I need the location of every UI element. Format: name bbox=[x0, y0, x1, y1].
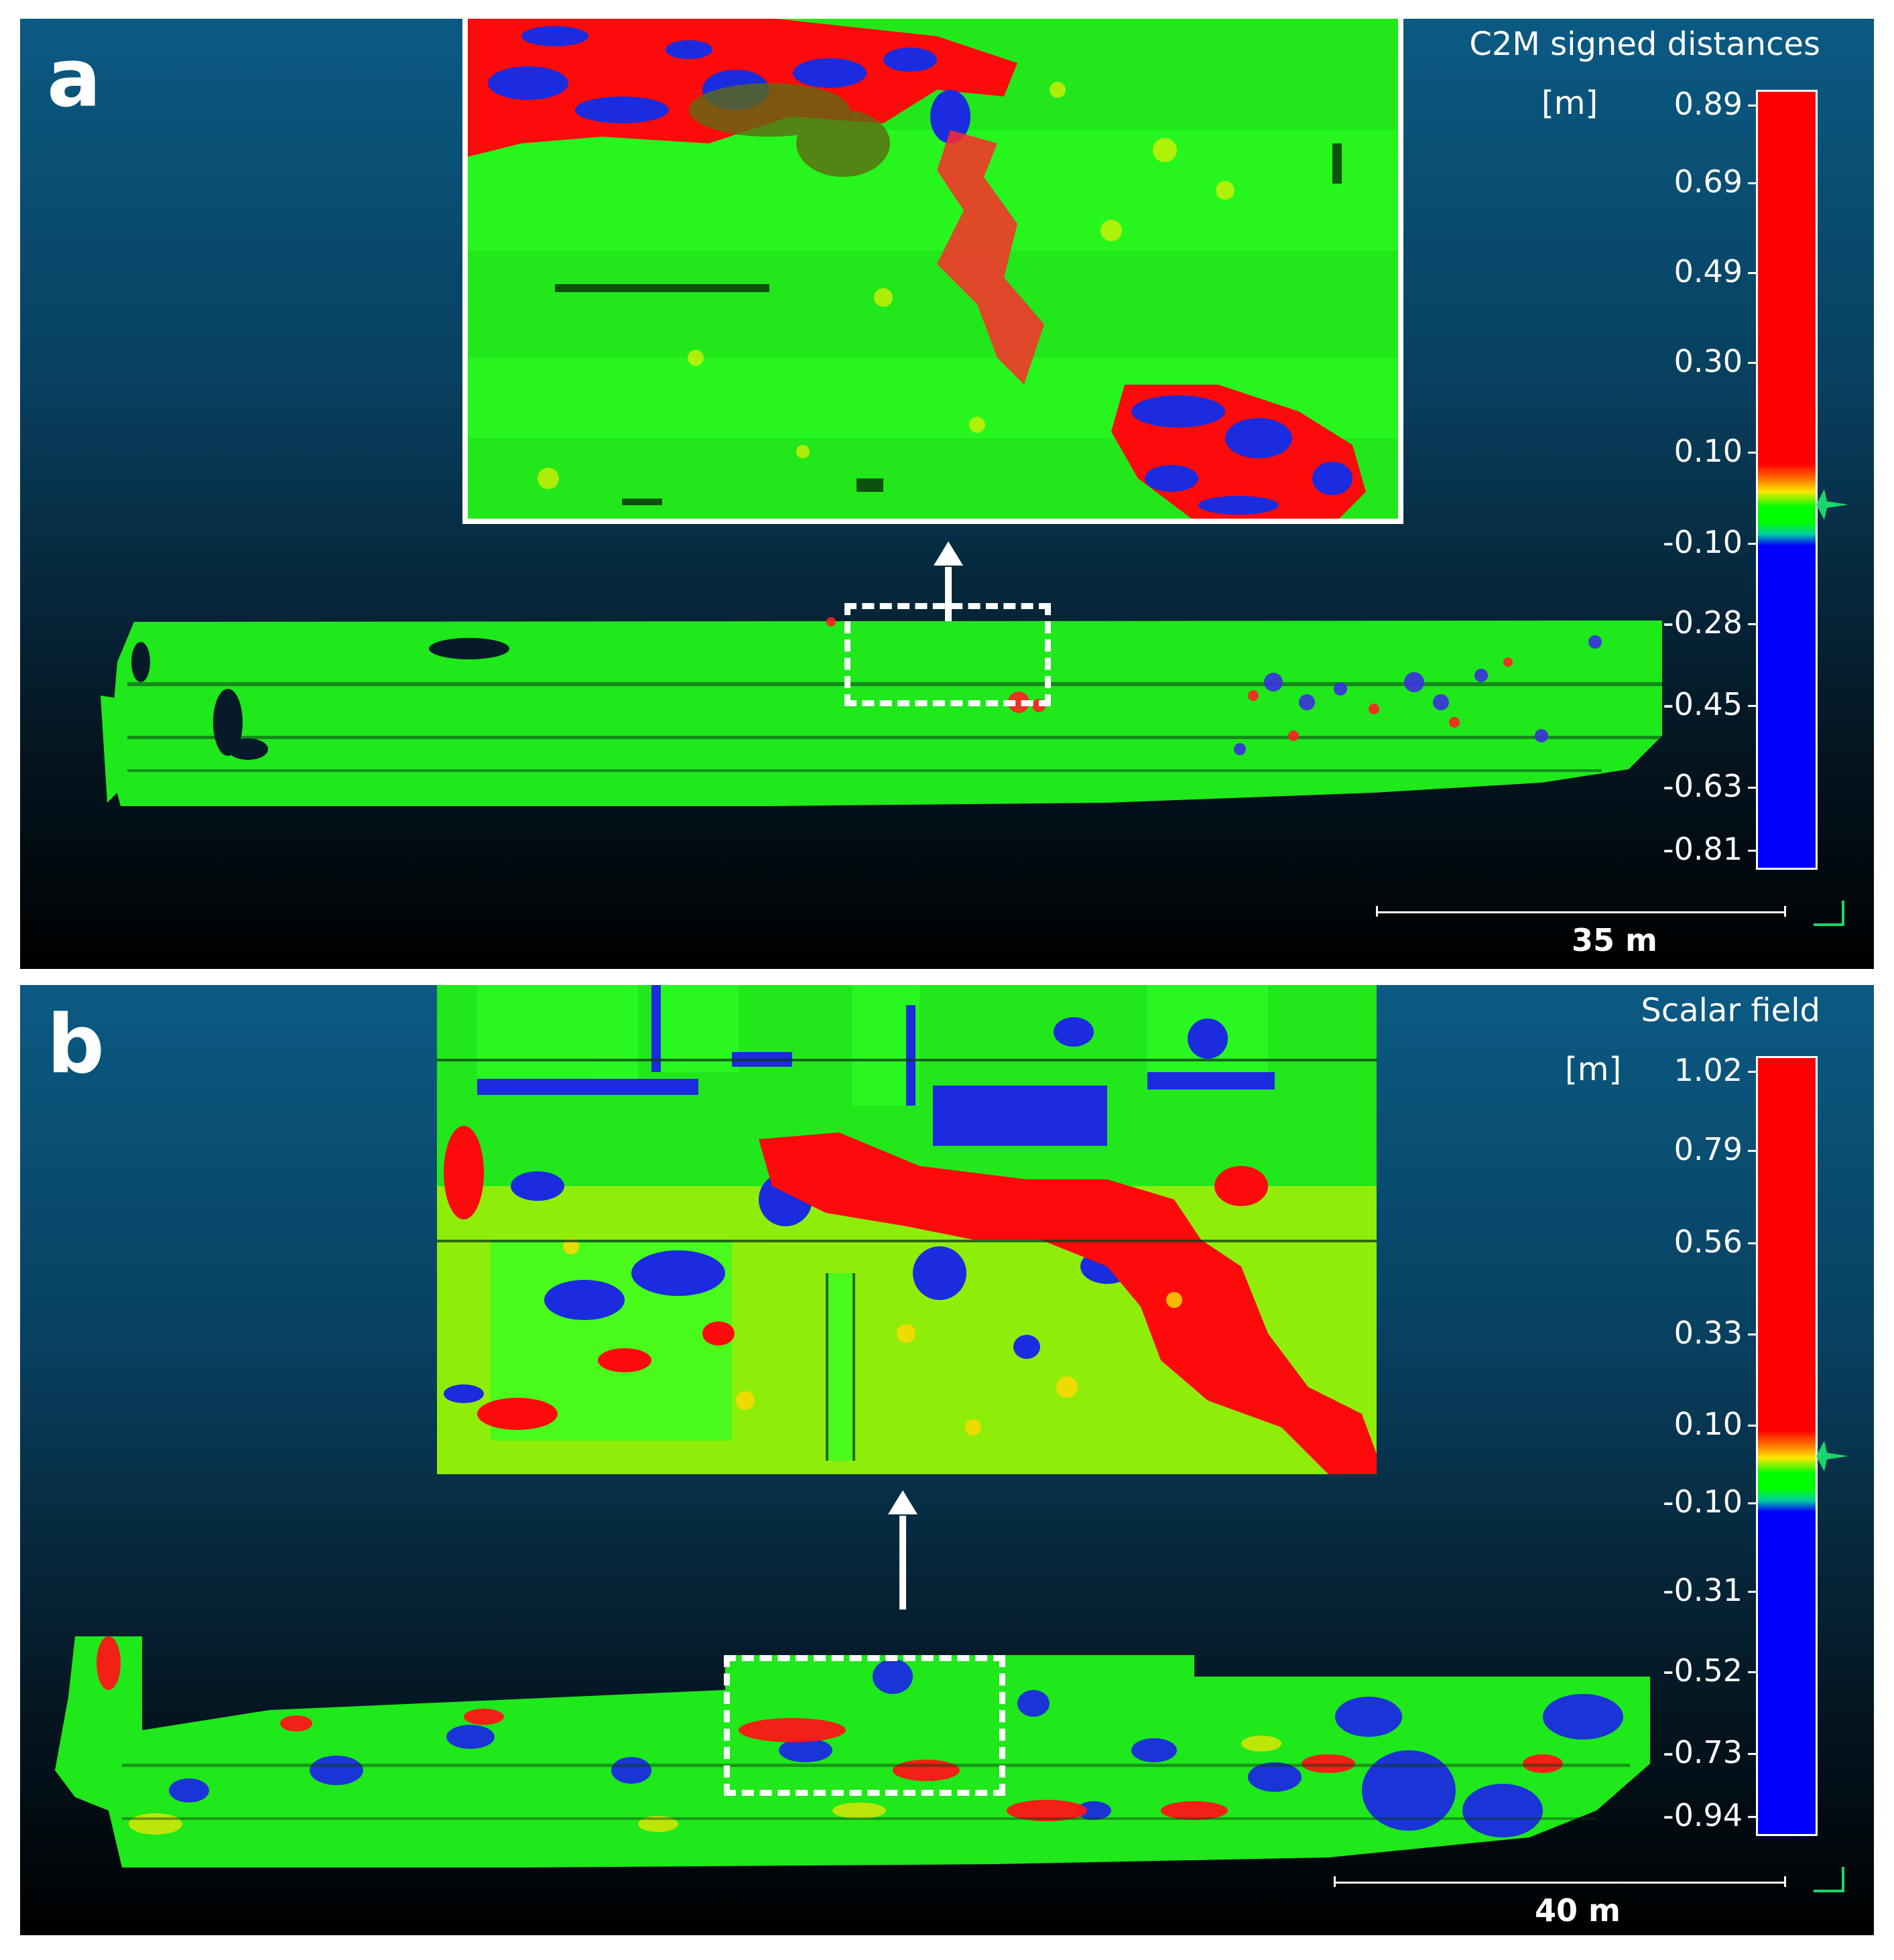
colorbar-tick-label: -0.10 bbox=[1662, 1484, 1743, 1520]
colorbar bbox=[1756, 1056, 1818, 1836]
inset-point-cloud bbox=[437, 985, 1377, 1474]
scale-bar-label: 35 m bbox=[1572, 922, 1657, 958]
colorbar-tick-mark bbox=[1748, 182, 1756, 184]
zoom-inset bbox=[462, 19, 1403, 524]
colorbar bbox=[1756, 90, 1818, 870]
scale-bar-tick bbox=[1334, 1876, 1336, 1887]
axis-corner-icon bbox=[1814, 1867, 1844, 1892]
scale-bar bbox=[1334, 1882, 1786, 1884]
scale-bar-tick bbox=[1376, 906, 1378, 917]
colorbar-unit: [m] bbox=[1565, 1051, 1622, 1088]
axis-corner-icon bbox=[1814, 901, 1844, 926]
colorbar-tick-label: 0.79 bbox=[1674, 1131, 1743, 1167]
zoom-arrow bbox=[899, 1516, 906, 1610]
colorbar-tick-mark bbox=[1748, 272, 1756, 274]
colorbar-tick-mark bbox=[1748, 850, 1756, 852]
colorbar-tick-mark bbox=[1748, 1816, 1756, 1818]
colorbar-tick-label: 0.69 bbox=[1674, 164, 1743, 200]
colorbar-tick-label: -0.52 bbox=[1662, 1652, 1743, 1689]
colorbar-tick-label: -0.73 bbox=[1662, 1734, 1743, 1770]
colorbar-tick-label: -0.31 bbox=[1662, 1572, 1743, 1608]
zoom-arrow-head bbox=[888, 1490, 918, 1514]
colorbar-tick-mark bbox=[1748, 1071, 1756, 1073]
colorbar-tick-label: -0.10 bbox=[1662, 524, 1743, 560]
colorbar-tick-label: -0.45 bbox=[1662, 686, 1743, 722]
main-point-cloud bbox=[55, 1636, 1650, 1868]
colorbar-tick-label: 0.30 bbox=[1674, 343, 1743, 379]
histogram-marker bbox=[1816, 1441, 1848, 1472]
colorbar-unit: [m] bbox=[1541, 84, 1598, 122]
colorbar-tick-label: 0.89 bbox=[1674, 86, 1743, 122]
zoom-region-box bbox=[844, 603, 1051, 706]
colorbar-tick-mark bbox=[1748, 1671, 1756, 1673]
panel-letter: b bbox=[47, 998, 105, 1092]
colorbar-tick-mark bbox=[1748, 1591, 1756, 1593]
colorbar-tick-mark bbox=[1748, 787, 1756, 789]
colorbar-tick-mark bbox=[1748, 623, 1756, 625]
scale-bar-label: 40 m bbox=[1535, 1892, 1621, 1929]
main-point-cloud bbox=[101, 617, 1662, 806]
colorbar-tick-label: -0.63 bbox=[1662, 768, 1743, 804]
scale-bar bbox=[1376, 911, 1786, 913]
colorbar-tick-mark bbox=[1748, 543, 1756, 545]
histogram-marker bbox=[1816, 489, 1848, 520]
colorbar-tick-mark bbox=[1748, 1333, 1756, 1335]
panel-a: a bbox=[20, 19, 1874, 969]
zoom-arrow-head bbox=[934, 541, 963, 566]
colorbar-tick-mark bbox=[1748, 1242, 1756, 1244]
colorbar-tick-label: 0.10 bbox=[1674, 1406, 1743, 1442]
colorbar-tick-mark bbox=[1748, 1150, 1756, 1152]
colorbar-tick-label: -0.81 bbox=[1662, 831, 1743, 867]
colorbar-tick-label: 0.56 bbox=[1674, 1224, 1743, 1260]
colorbar-tick-mark bbox=[1748, 1502, 1756, 1504]
colorbar-tick-mark bbox=[1748, 1753, 1756, 1755]
colorbar-tick-mark bbox=[1748, 705, 1756, 707]
panel-b: b bbox=[20, 985, 1874, 1935]
colorbar-title: C2M signed distances bbox=[1469, 25, 1820, 63]
colorbar-tick-mark bbox=[1748, 105, 1756, 107]
colorbar-tick-label: -0.28 bbox=[1662, 604, 1743, 641]
colorbar-tick-label: 0.33 bbox=[1674, 1315, 1743, 1351]
zoom-inset bbox=[437, 985, 1377, 1474]
zoom-arrow bbox=[945, 567, 952, 654]
scale-bar-tick bbox=[1784, 1876, 1786, 1887]
colorbar-tick-mark bbox=[1748, 362, 1756, 364]
zoom-region-box bbox=[724, 1655, 1005, 1796]
colorbar-title: Scalar field bbox=[1641, 992, 1820, 1029]
inset-point-cloud bbox=[468, 19, 1398, 519]
colorbar-tick-label: -0.94 bbox=[1662, 1797, 1743, 1833]
colorbar-tick-label: 1.02 bbox=[1674, 1052, 1743, 1088]
colorbar-tick-mark bbox=[1748, 452, 1756, 454]
colorbar-tick-label: 0.10 bbox=[1674, 433, 1743, 469]
panel-letter: a bbox=[47, 32, 101, 125]
colorbar-tick-label: 0.49 bbox=[1674, 253, 1743, 289]
colorbar-tick-mark bbox=[1748, 1425, 1756, 1427]
scale-bar-tick bbox=[1784, 906, 1786, 917]
